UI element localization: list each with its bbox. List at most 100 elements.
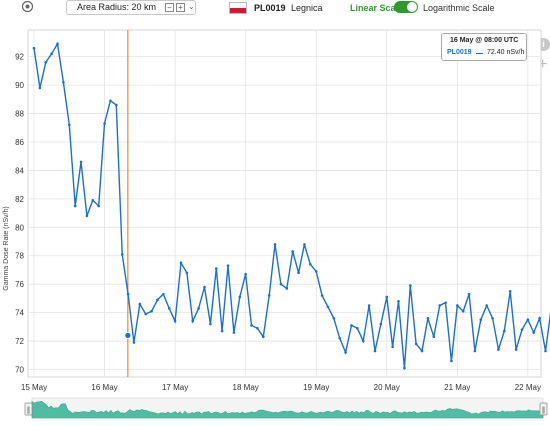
data-point[interactable] <box>397 299 400 303</box>
data-point[interactable] <box>38 86 42 90</box>
data-point[interactable] <box>209 322 212 326</box>
data-point[interactable] <box>67 123 71 127</box>
data-point[interactable] <box>473 349 477 353</box>
data-point[interactable] <box>73 204 77 208</box>
navigator-right-handle[interactable] <box>539 402 548 416</box>
scale-toggle[interactable] <box>394 1 418 13</box>
data-point[interactable] <box>344 351 347 354</box>
data-point[interactable] <box>379 322 383 326</box>
data-point[interactable] <box>408 284 412 287</box>
data-point[interactable] <box>291 250 294 253</box>
data-point[interactable] <box>520 328 524 331</box>
data-point[interactable] <box>91 198 95 202</box>
data-point[interactable] <box>491 317 494 320</box>
data-point[interactable] <box>273 243 277 246</box>
data-point[interactable] <box>514 348 518 351</box>
data-point[interactable] <box>191 319 195 323</box>
data-point[interactable] <box>44 61 48 64</box>
data-point[interactable] <box>285 287 289 290</box>
data-point[interactable] <box>461 309 465 313</box>
data-point[interactable] <box>109 99 112 103</box>
data-point[interactable] <box>132 341 136 344</box>
data-point[interactable] <box>50 52 53 56</box>
data-point[interactable] <box>532 331 536 334</box>
data-point[interactable] <box>179 261 183 265</box>
data-point[interactable] <box>426 317 430 320</box>
data-point[interactable] <box>220 329 224 333</box>
data-point[interactable] <box>279 282 283 286</box>
data-point[interactable] <box>314 270 318 273</box>
data-point[interactable] <box>238 295 242 299</box>
data-point[interactable] <box>79 160 83 164</box>
data-point[interactable] <box>485 304 488 307</box>
data-point[interactable] <box>62 80 65 84</box>
data-point[interactable] <box>497 348 500 351</box>
data-point[interactable] <box>403 366 406 370</box>
data-point[interactable] <box>232 331 236 334</box>
data-point[interactable] <box>103 122 106 125</box>
data-point[interactable] <box>361 339 365 343</box>
data-point[interactable] <box>326 305 330 309</box>
data-point[interactable] <box>438 304 441 307</box>
data-point[interactable] <box>420 349 424 353</box>
data-point[interactable] <box>197 307 200 310</box>
data-point[interactable] <box>320 294 324 297</box>
data-point[interactable] <box>544 349 547 353</box>
data-point[interactable] <box>173 319 177 323</box>
data-point[interactable] <box>503 329 506 333</box>
add-icon[interactable]: + <box>538 56 548 73</box>
data-point[interactable] <box>185 271 189 275</box>
data-point[interactable] <box>126 292 130 296</box>
data-point[interactable] <box>214 267 218 270</box>
data-point[interactable] <box>144 312 148 316</box>
data-point[interactable] <box>150 309 153 313</box>
data-point[interactable] <box>56 42 59 46</box>
data-point[interactable] <box>156 298 159 302</box>
data-point[interactable] <box>120 253 124 256</box>
data-point[interactable] <box>303 243 306 246</box>
log-scale-label[interactable]: Logarithmic Scale <box>423 3 495 13</box>
data-point[interactable] <box>226 264 230 267</box>
data-point[interactable] <box>261 335 265 339</box>
data-point[interactable] <box>338 336 342 340</box>
data-point[interactable] <box>332 317 336 320</box>
data-point[interactable] <box>250 324 253 327</box>
data-point[interactable] <box>373 349 377 353</box>
chevron-down-icon[interactable]: ⌄ <box>188 2 195 11</box>
data-point[interactable] <box>309 262 312 266</box>
data-point[interactable] <box>85 214 89 218</box>
data-point[interactable] <box>467 292 471 296</box>
linear-scale-label[interactable]: Linear Scale <box>350 3 404 13</box>
data-point[interactable] <box>162 292 165 296</box>
data-point[interactable] <box>508 289 512 293</box>
data-point[interactable] <box>97 204 100 208</box>
data-point[interactable] <box>203 285 206 289</box>
data-point[interactable] <box>267 294 271 297</box>
zoom-in-button[interactable]: + <box>176 3 185 12</box>
data-point[interactable] <box>456 304 459 307</box>
data-point[interactable] <box>356 326 359 330</box>
data-point[interactable] <box>167 307 171 310</box>
area-radius-select[interactable]: Area Radius: 20 km − + ⌄ <box>66 0 196 15</box>
data-point[interactable] <box>526 318 530 322</box>
data-point[interactable] <box>432 335 436 339</box>
data-point[interactable] <box>414 342 418 346</box>
data-point[interactable] <box>444 301 447 304</box>
data-point[interactable] <box>391 345 394 349</box>
radio-circle-icon[interactable] <box>21 0 34 13</box>
data-point[interactable] <box>450 359 453 363</box>
data-point[interactable] <box>244 272 247 276</box>
data-point[interactable] <box>367 304 371 307</box>
data-point[interactable] <box>138 302 142 306</box>
data-point[interactable] <box>256 326 259 330</box>
navigator-left-handle[interactable] <box>24 402 33 416</box>
data-point[interactable] <box>479 318 483 322</box>
data-point[interactable] <box>385 295 389 299</box>
data-point[interactable] <box>32 46 36 50</box>
data-point[interactable] <box>538 317 541 320</box>
zoom-out-button[interactable]: − <box>165 3 174 12</box>
data-point[interactable] <box>115 103 118 107</box>
data-point[interactable] <box>297 271 300 275</box>
data-point[interactable] <box>350 324 353 327</box>
